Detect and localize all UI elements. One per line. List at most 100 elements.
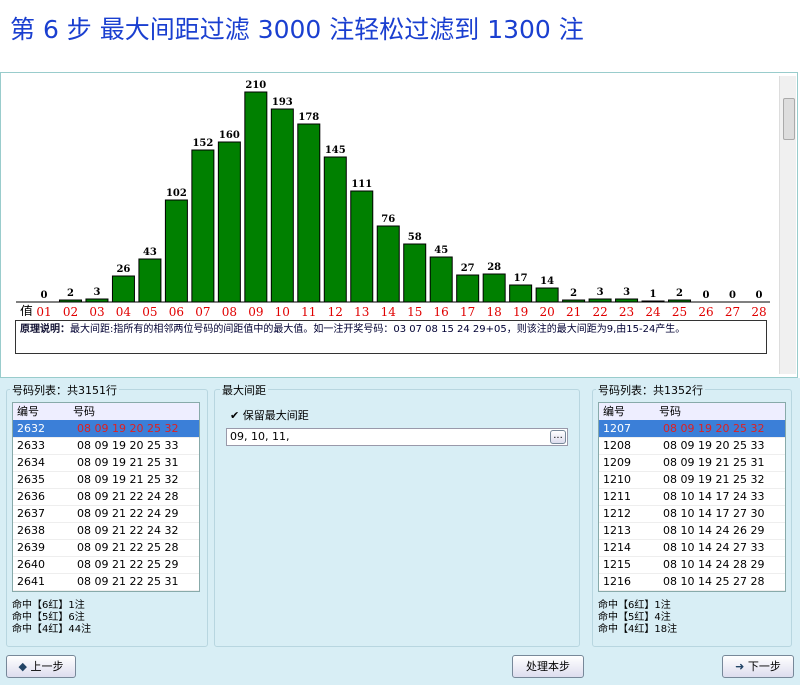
axis-label: 值 <box>20 304 33 316</box>
bar <box>217 141 241 303</box>
process-button[interactable]: 处理本步 <box>512 655 584 678</box>
bar <box>297 123 321 303</box>
value-label: 58 <box>408 232 422 243</box>
browse-button[interactable]: ... <box>550 430 566 444</box>
row-code: 08 09 19 20 25 32 <box>663 422 765 435</box>
row-id: 1215 <box>603 558 631 571</box>
category-label: 09 <box>248 305 263 316</box>
value-label: 0 <box>755 290 762 301</box>
list-header: 编号 号码 <box>599 403 785 421</box>
category-label: 20 <box>539 305 554 316</box>
value-label: 14 <box>540 276 554 287</box>
category-label: 24 <box>645 305 661 316</box>
list-row: 2638 08 09 21 22 24 32 <box>13 522 199 540</box>
list-row: 2639 08 09 21 22 25 28 <box>13 539 199 557</box>
list-row: 1211 08 10 14 17 24 33 <box>599 488 785 506</box>
row-code: 08 09 19 20 25 32 <box>77 422 179 435</box>
prev-button[interactable]: ◆ 上一步 <box>6 655 76 678</box>
middle-group <box>214 389 580 647</box>
value-label: 145 <box>325 145 346 156</box>
value-label: 28 <box>487 262 501 273</box>
left-list[interactable]: 编号 号码 2632 08 09 19 20 25 32 2633 08 09 19 20… <box>12 402 200 592</box>
row-code: 08 10 14 24 27 33 <box>663 541 765 554</box>
value-label: 2 <box>570 288 577 299</box>
category-label: 27 <box>725 305 740 316</box>
hit-line: 命中【5红】6注 <box>12 612 85 623</box>
row-id: 1209 <box>603 456 631 469</box>
row-code: 08 09 19 20 25 33 <box>77 439 179 452</box>
category-label: 28 <box>751 305 766 316</box>
list-row: 2641 08 09 21 22 25 31 <box>13 573 199 591</box>
value-label: 26 <box>116 264 130 275</box>
list-header: 编号 号码 <box>13 403 199 421</box>
row-id: 1208 <box>603 439 631 452</box>
row-id: 2633 <box>17 439 45 452</box>
input[interactable]: 09, 10, 11, <box>226 428 568 446</box>
category-label: 04 <box>116 305 132 316</box>
left-hits: 命中【6红】1注 命中【5红】6注 命中【4红】44注 <box>12 600 91 636</box>
hit-line: 命中【4红】18注 <box>598 624 678 635</box>
value-label: 152 <box>192 138 213 149</box>
bar <box>58 299 82 303</box>
row-id: 1211 <box>603 490 631 503</box>
bar <box>482 273 506 303</box>
chart-panel <box>0 72 798 378</box>
row-code: 08 10 14 17 24 33 <box>663 490 765 503</box>
column-header: 号码 <box>73 405 95 418</box>
list-row: 2636 08 09 21 22 24 28 <box>13 488 199 506</box>
value-label: 0 <box>729 290 736 301</box>
value-label: 3 <box>597 287 604 298</box>
value-label: 27 <box>461 263 475 274</box>
right-hits: 命中【6红】1注 命中【5红】4注 命中【4红】18注 <box>598 600 677 636</box>
category-label: 08 <box>222 305 237 316</box>
row-code: 08 09 21 22 24 32 <box>77 524 179 537</box>
checkbox-label: 保留最大间距 <box>242 409 309 422</box>
category-label: 21 <box>566 305 581 316</box>
bar <box>668 299 692 303</box>
category-label: 07 <box>195 305 210 316</box>
row-id: 2636 <box>17 490 45 503</box>
category-label: 19 <box>513 305 528 316</box>
category-label: 23 <box>619 305 634 316</box>
column-header: 编号 <box>17 405 39 418</box>
category-label: 26 <box>698 305 713 316</box>
hit-line: 命中【6红】1注 <box>12 600 85 611</box>
category-label: 02 <box>63 305 78 316</box>
bar <box>641 300 665 303</box>
category-label: 01 <box>36 305 51 316</box>
explanation-text: 最大间距:指所有的相邻两位号码的间距值中的最大值。如一注开奖号码：03 07 0… <box>70 324 686 335</box>
row-id: 2637 <box>17 507 45 520</box>
category-label: 25 <box>672 305 687 316</box>
row-id: 2635 <box>17 473 45 486</box>
next-button[interactable]: ➜ 下一步 <box>722 655 794 678</box>
row-id: 1216 <box>603 575 631 588</box>
hit-line: 命中【6红】1注 <box>598 600 671 611</box>
checkbox[interactable]: ✔ 保留最大间距 <box>230 409 309 422</box>
bar <box>244 91 268 303</box>
bar <box>535 287 559 303</box>
bar <box>403 243 427 303</box>
right-list[interactable]: 编号 号码 1207 08 09 19 20 25 32 1208 08 09 19 20… <box>598 402 786 592</box>
value-label: 210 <box>245 80 266 91</box>
row-code: 08 09 21 22 24 29 <box>77 507 179 520</box>
value-label: 3 <box>623 287 630 298</box>
list-row: 2637 08 09 21 22 24 29 <box>13 505 199 523</box>
bar <box>376 225 400 303</box>
explanation-heading: 原理说明： <box>20 324 70 335</box>
group-label: 号码列表：共3151行 <box>10 382 119 398</box>
category-label: 22 <box>592 305 607 316</box>
row-code: 08 09 19 21 25 31 <box>77 456 179 469</box>
row-id: 1210 <box>603 473 631 486</box>
row-code: 08 09 21 22 25 28 <box>77 541 179 554</box>
row-code: 08 09 19 20 25 33 <box>663 439 765 452</box>
explanation: 原理说明：最大间距:指所有的相邻两位号码的间距值中的最大值。如一注开奖号码：03… <box>15 320 767 354</box>
chart: 值001202303260443051020615207160082100919… <box>16 80 770 316</box>
column-header: 号码 <box>659 405 681 418</box>
value-label: 178 <box>298 112 319 123</box>
scrollbar[interactable] <box>779 76 796 374</box>
row-code: 08 09 21 22 24 28 <box>77 490 179 503</box>
row-code: 08 09 19 21 25 32 <box>663 473 765 486</box>
bar <box>138 258 162 303</box>
bar <box>429 256 453 303</box>
